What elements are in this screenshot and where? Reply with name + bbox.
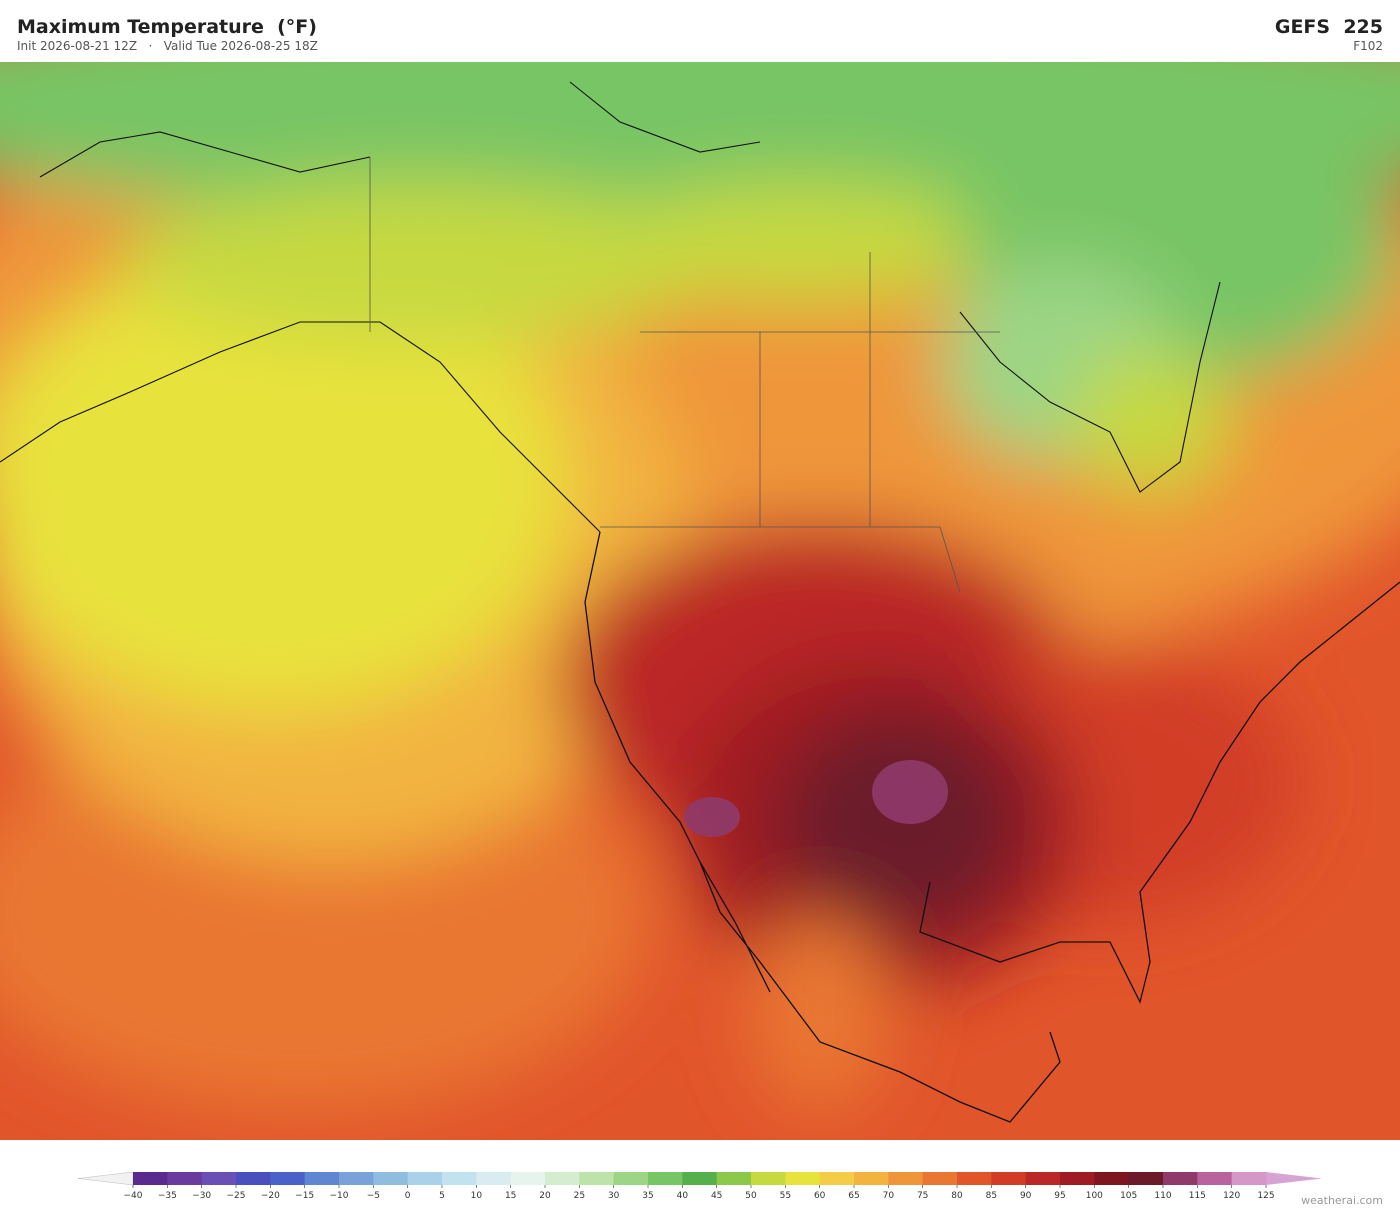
colorbar-tick-label: −10 [330, 1191, 349, 1200]
forecast-hour: F102 [1353, 39, 1383, 53]
map [0, 62, 1400, 1140]
colorbar-tick-label: 30 [608, 1191, 620, 1200]
colorbar-tick-label: 0 [405, 1191, 411, 1200]
colorbar-tick-label: 95 [1054, 1191, 1065, 1200]
colorbar-bin [819, 1172, 855, 1185]
colorbar-bin [1060, 1172, 1095, 1185]
colorbar-bin [751, 1172, 786, 1185]
colorbar-bin [270, 1172, 306, 1185]
colorbar-bin [648, 1172, 683, 1185]
colorbar-bin [373, 1172, 409, 1185]
colorbar: −40 −35 −30 −25 −20 −15 −10 −5 0 5 10 15 20 25 30 35 40 4… [77, 1171, 1322, 1200]
colorbar-tick-label: 50 [745, 1191, 757, 1200]
colorbar-tick-label: 85 [986, 1191, 997, 1200]
colorbar-bin [1197, 1172, 1233, 1185]
colorbar-bin [991, 1172, 1027, 1185]
title: Maximum Temperature (°F) [17, 16, 317, 38]
colorbar-bin [442, 1172, 477, 1185]
colorbar-bin [1094, 1172, 1130, 1185]
colorbar-bin [476, 1172, 512, 1185]
colorbar-tick-label: 15 [505, 1191, 516, 1200]
colorbar-bin [785, 1172, 821, 1185]
colorbar-bin [579, 1172, 615, 1185]
coastline [0, 81, 1221, 533]
colorbar-bin [957, 1172, 992, 1185]
colorbar-bin [304, 1172, 340, 1185]
colorbar-tick-label: −30 [192, 1191, 211, 1200]
colorbar-bin [1128, 1172, 1164, 1185]
colorbar-tick-label: 10 [471, 1191, 483, 1200]
colorbar-tick-label: −40 [124, 1191, 143, 1200]
colorbar-tick-label: 110 [1154, 1191, 1171, 1200]
colorbar-tick-label: 125 [1257, 1191, 1274, 1200]
colorbar-bin [716, 1172, 752, 1185]
colorbar-under [77, 1171, 134, 1186]
colorbar-tick-label: 20 [539, 1191, 551, 1200]
colorbar-tick-label: 100 [1086, 1191, 1103, 1200]
coastline [584, 531, 1400, 1123]
colorbar-bin [236, 1172, 271, 1185]
colorbar-bin [888, 1172, 924, 1185]
colorbar-tick-label: 35 [642, 1191, 653, 1200]
colorbar-tick-label: −20 [261, 1191, 280, 1200]
colorbar-bin [339, 1172, 374, 1185]
colorbar-bin [167, 1172, 203, 1185]
colorbar-tick-label: 25 [574, 1191, 585, 1200]
colorbar-tick-label: 65 [848, 1191, 859, 1200]
model-label: GEFS 225 [1274, 16, 1383, 38]
colorbar-tick-label: 70 [883, 1191, 895, 1200]
colorbar-tick-label: 40 [677, 1191, 689, 1200]
colorbar-tick-label: 105 [1120, 1191, 1137, 1200]
colorbar-tick-label: 55 [780, 1191, 791, 1200]
borders [369, 157, 1000, 593]
colorbar-tick-label: 80 [951, 1191, 963, 1200]
colorbar-tick-label: −35 [158, 1191, 177, 1200]
watermark: weatherai.com [1301, 1194, 1383, 1207]
temperature-field [0, 62, 1400, 1140]
colorbar-tick-label: −5 [367, 1191, 380, 1200]
colorbar-over [1266, 1172, 1322, 1185]
colorbar-bin [854, 1172, 889, 1185]
colorbar-bin [545, 1172, 580, 1185]
colorbar-bin [613, 1172, 649, 1185]
colorbar-tick-label: 90 [1020, 1191, 1032, 1200]
colorbar-tick-label: −25 [227, 1191, 246, 1200]
colorbar-tick-label: 115 [1189, 1191, 1206, 1200]
colorbar-bin [201, 1172, 237, 1185]
colorbar-bin [133, 1172, 168, 1185]
colorbar-bin [1025, 1172, 1061, 1185]
colorbar-bin [407, 1172, 443, 1185]
colorbar-tick-label: 5 [439, 1191, 445, 1200]
colorbar-bin [1163, 1172, 1198, 1185]
colorbar-tick-label: 60 [814, 1191, 826, 1200]
colorbar-bin [510, 1172, 546, 1185]
colorbar-tick-label: 75 [917, 1191, 928, 1200]
subtitle: Init 2026-08-21 12Z · Valid Tue 2026-08-… [17, 39, 318, 53]
colorbar-tick-label: 45 [711, 1191, 722, 1200]
colorbar-bin [1231, 1172, 1267, 1185]
colorbar-tick-label: −15 [295, 1191, 314, 1200]
colorbar-bin [682, 1172, 718, 1185]
colorbar-bin [922, 1172, 958, 1185]
colorbar-tick-label: 120 [1223, 1191, 1240, 1200]
